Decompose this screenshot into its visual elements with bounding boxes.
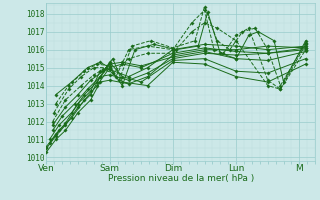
X-axis label: Pression niveau de la mer( hPa ): Pression niveau de la mer( hPa ) bbox=[108, 174, 254, 183]
